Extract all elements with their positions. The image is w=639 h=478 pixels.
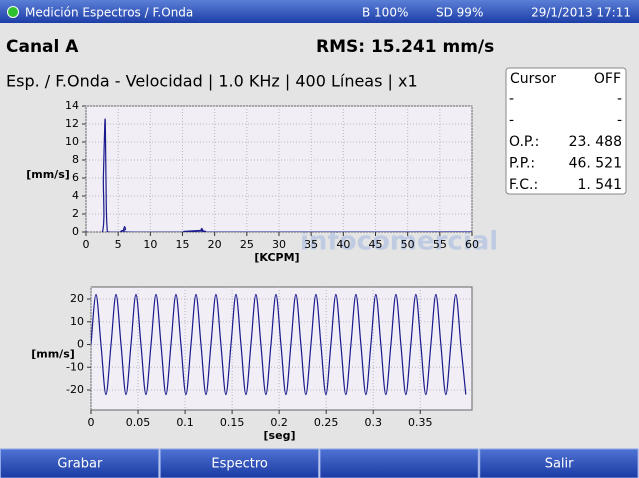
data-line [86, 118, 472, 232]
cursor-value: - [617, 113, 622, 129]
x-tick-label: 40 [336, 238, 350, 251]
y-axis-label: [mm/s] [26, 168, 70, 181]
x-tick-label: 30 [272, 238, 286, 251]
status-bar [0, 0, 639, 23]
status-led [7, 6, 19, 18]
x-tick-label: 0.05 [126, 416, 151, 429]
x-axis-label: [KCPM] [254, 251, 299, 264]
x-tick-label: 45 [369, 238, 383, 251]
x-tick-label: 0.2 [270, 416, 288, 429]
y-tick-label: 20 [70, 292, 84, 305]
cursor-state: OFF [594, 71, 621, 87]
battery: B 100% [362, 6, 408, 20]
x-tick-label: 60 [465, 238, 479, 251]
cursor-label: - [509, 91, 514, 107]
channel: Canal A [6, 37, 79, 57]
x-tick-label: 0.35 [408, 416, 433, 429]
y-tick-label: 8 [72, 153, 79, 166]
sd-card: SD 99% [436, 6, 483, 20]
y-tick-label: 0 [72, 225, 79, 238]
cursor-panel [505, 67, 627, 195]
button[interactable] [0, 448, 160, 478]
button[interactable] [159, 448, 319, 478]
cursor-value: - [617, 91, 622, 107]
y-tick-label: 4 [72, 189, 79, 202]
x-tick-label: 25 [240, 238, 254, 251]
x-tick-label: 50 [401, 238, 415, 251]
y-tick-label: -20 [66, 383, 84, 396]
x-tick-label: 0.1 [176, 416, 194, 429]
y-tick-label: 6 [72, 171, 79, 184]
plot-marks [91, 293, 467, 396]
y-tick-label: -10 [66, 360, 84, 373]
x-tick-label: 0 [83, 238, 90, 251]
button-label[interactable]: Espectro [211, 457, 268, 472]
cursor-label: P.P.: [509, 156, 535, 172]
x-tick-label: 15 [176, 238, 190, 251]
subtitle: Esp. / F.Onda - Velocidad | 1.0 KHz | 40… [6, 72, 418, 91]
cursor-label: F.C.: [509, 177, 538, 193]
y-tick-label: 14 [65, 99, 79, 112]
cursor-value: 23. 488 [569, 134, 622, 150]
cursor-label: O.P.: [509, 134, 539, 150]
x-tick-label: 0.25 [314, 416, 339, 429]
cursor-title: Cursor [510, 71, 556, 87]
y-tick-label: 2 [72, 207, 79, 220]
y-axis-label: [mm/s] [31, 348, 75, 361]
datetime: 29/1/2013 17:11 [531, 6, 631, 20]
x-tick-label: 20 [208, 238, 222, 251]
status-title: Medición Espectros / F.Onda [25, 6, 193, 20]
cursor-value: 1. 541 [577, 177, 622, 193]
x-tick-label: 5 [115, 238, 122, 251]
x-tick-label: 35 [304, 238, 318, 251]
cursor-label: - [509, 113, 514, 129]
x-tick-label: 10 [143, 238, 157, 251]
y-tick-label: 10 [65, 135, 79, 148]
button[interactable] [479, 448, 639, 478]
rms: RMS: 15.241 mm/s [316, 37, 494, 57]
x-tick-label: 0.3 [364, 416, 382, 429]
button-label[interactable]: Grabar [57, 457, 103, 472]
y-tick-label: 12 [65, 117, 79, 130]
plot-marks [86, 118, 472, 232]
y-tick-label: 0 [77, 338, 84, 351]
y-tick-label: 10 [70, 315, 84, 328]
x-axis-label: [seg] [264, 429, 296, 442]
cursor-value: 46. 521 [569, 156, 622, 172]
button[interactable] [319, 448, 479, 478]
data-line [91, 293, 467, 396]
button-label[interactable]: Salir [545, 457, 574, 472]
x-tick-label: 55 [433, 238, 447, 251]
x-tick-label: 0 [88, 416, 95, 429]
x-tick-label: 0.15 [220, 416, 245, 429]
